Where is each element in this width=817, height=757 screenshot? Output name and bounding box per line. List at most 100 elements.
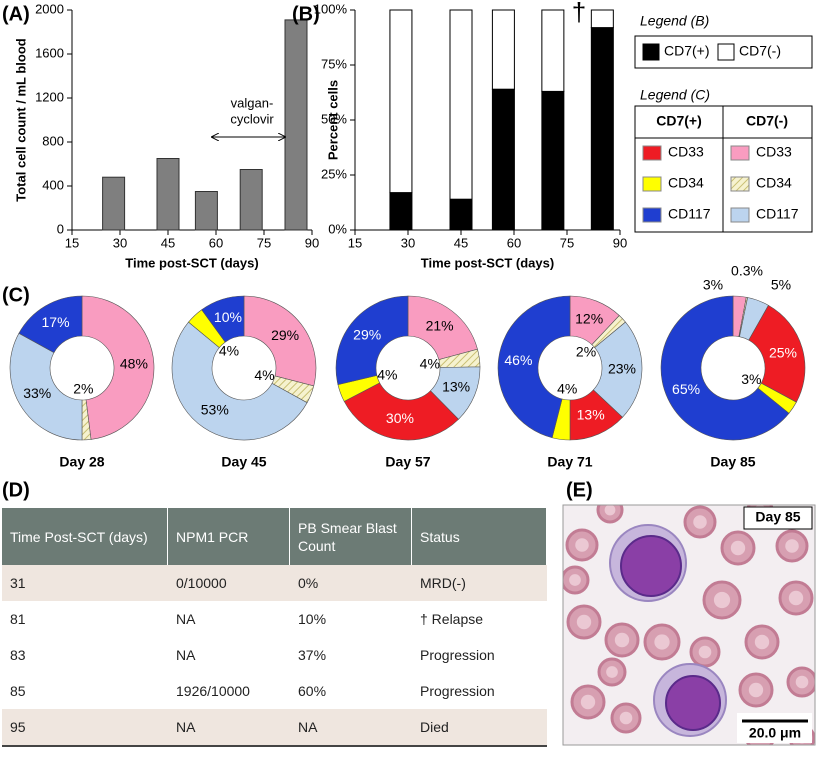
donut-segment <box>243 295 317 387</box>
donut-title: Day 71 <box>547 454 592 470</box>
table-cell: Progression <box>420 683 495 699</box>
table-cell: 10% <box>298 611 327 627</box>
legend-swatch <box>642 145 662 161</box>
data-label: 3% <box>741 371 761 387</box>
donut-segment <box>407 295 478 361</box>
bar-segment <box>389 192 413 231</box>
bar <box>156 158 180 231</box>
legend-label: CD117 <box>756 206 799 222</box>
donut-segment <box>660 295 790 441</box>
data-label: 12% <box>575 310 603 326</box>
data-label: 13% <box>442 378 470 394</box>
table-cell: 1926/10000 <box>176 683 250 699</box>
data-label: 23% <box>608 360 636 376</box>
bar-segment <box>491 88 515 231</box>
data-label: 33% <box>23 385 51 401</box>
legend-swatch <box>642 176 662 192</box>
x-tick-label: 90 <box>305 235 319 250</box>
x-tick-label: 60 <box>209 235 223 250</box>
red-blood-cell-center <box>693 515 707 529</box>
table-cell: 37% <box>298 647 327 663</box>
x-axis-label: Time post-SCT (days) <box>421 255 554 270</box>
table-cell: 0/10000 <box>176 575 227 591</box>
red-blood-cell-center <box>713 591 731 609</box>
data-label: 53% <box>201 402 229 418</box>
x-tick-label: 15 <box>348 235 362 250</box>
x-tick-label: 15 <box>65 235 79 250</box>
header-cell: Time Post-SCT (days) <box>2 508 168 565</box>
donut-title: Day 45 <box>221 454 266 470</box>
annotation: † <box>572 0 586 27</box>
donut-segment <box>592 321 643 418</box>
donut-segment <box>748 304 806 403</box>
bar <box>239 169 263 231</box>
donut-title: Day 57 <box>385 454 430 470</box>
legend-title: Legend (C) <box>640 87 710 103</box>
table-row: 81 NA 10% † Relapse <box>2 601 547 637</box>
x-tick-label: 90 <box>613 235 627 250</box>
data-label: 4% <box>219 343 239 359</box>
table-cell: 31 <box>10 575 26 591</box>
legend-group: CD7(-) <box>746 113 788 129</box>
donut-segment <box>9 332 83 441</box>
red-blood-cell-center <box>795 675 809 689</box>
donut-segment <box>18 295 83 353</box>
x-tick-label: 45 <box>454 235 468 250</box>
y-tick-label: 1200 <box>35 89 64 104</box>
legend-swatch <box>730 145 750 161</box>
table-cell: Died <box>420 719 449 735</box>
image-caption: Day 85 <box>755 509 800 525</box>
data-table: Time Post-SCT (days) NPM1 PCR PB Smear Bla… <box>2 508 547 747</box>
red-blood-cell-center <box>606 666 618 678</box>
data-label: 48% <box>120 355 148 371</box>
donut-title: Day 28 <box>59 454 104 470</box>
table-cell: 95 <box>10 719 26 735</box>
data-label: 3% <box>703 277 723 293</box>
red-blood-cell-center <box>575 538 589 552</box>
legend-swatch <box>642 207 662 223</box>
panel-label: (E) <box>566 479 593 501</box>
legend-box <box>634 35 813 69</box>
y-tick-label: 0% <box>328 221 347 236</box>
legend-label: CD34 <box>756 175 792 191</box>
legend-title: Legend (B) <box>640 13 709 29</box>
table-cell: NA <box>176 719 196 735</box>
red-blood-cell-center <box>604 505 616 516</box>
scale-bar-box <box>737 713 812 743</box>
x-axis-label: Time post-SCT (days) <box>125 255 258 270</box>
y-tick-label: 100% <box>314 1 348 16</box>
table-cell: NA <box>176 647 196 663</box>
y-tick-label: 50% <box>321 111 347 126</box>
blast-nucleus <box>620 535 682 597</box>
data-label: 4% <box>557 381 577 397</box>
legend-swatch <box>717 43 735 61</box>
y-tick-label: 0 <box>57 221 64 236</box>
data-label: 30% <box>386 410 414 426</box>
x-tick-label: 75 <box>257 235 271 250</box>
donut-segment <box>335 295 409 386</box>
legend-group: CD7(+) <box>656 113 702 129</box>
donut-segment <box>201 295 245 343</box>
table-row: 31 0/10000 0% MRD(-) <box>2 565 547 601</box>
blast-nucleus <box>665 675 721 731</box>
micrograph <box>563 505 815 745</box>
data-label: 0.3% <box>731 263 763 279</box>
caption-box <box>743 506 813 530</box>
red-blood-cell-center <box>748 682 764 698</box>
header-cell: PB Smear Blast Count <box>290 508 412 565</box>
data-label: 2% <box>576 344 596 360</box>
table-cell: NA <box>298 719 318 735</box>
red-blood-cell-center <box>654 634 670 650</box>
annotation: valgan- <box>231 95 274 110</box>
data-label: 65% <box>672 381 700 397</box>
bar-segment <box>590 27 614 231</box>
bar-segment <box>449 9 473 200</box>
bar <box>194 191 218 231</box>
donut-segment <box>497 295 571 439</box>
header-cell: NPM1 PCR <box>168 508 290 565</box>
legend-label: CD7(-) <box>739 43 781 59</box>
red-blood-cell-center <box>576 614 592 630</box>
bar-segment <box>491 9 515 90</box>
header-cell: Status <box>412 508 547 565</box>
y-tick-label: 800 <box>42 133 64 148</box>
